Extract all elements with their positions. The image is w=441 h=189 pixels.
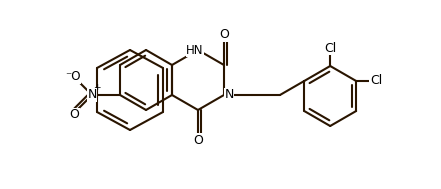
Text: O: O [193,133,203,146]
Text: O: O [69,108,79,122]
Text: O: O [219,29,229,42]
Text: HN: HN [186,43,204,57]
Text: N: N [87,88,97,101]
Text: Cl: Cl [370,74,382,88]
Text: +: + [93,84,101,92]
Text: Cl: Cl [324,42,336,54]
Text: N: N [224,88,234,101]
Text: ⁻O: ⁻O [65,70,81,84]
